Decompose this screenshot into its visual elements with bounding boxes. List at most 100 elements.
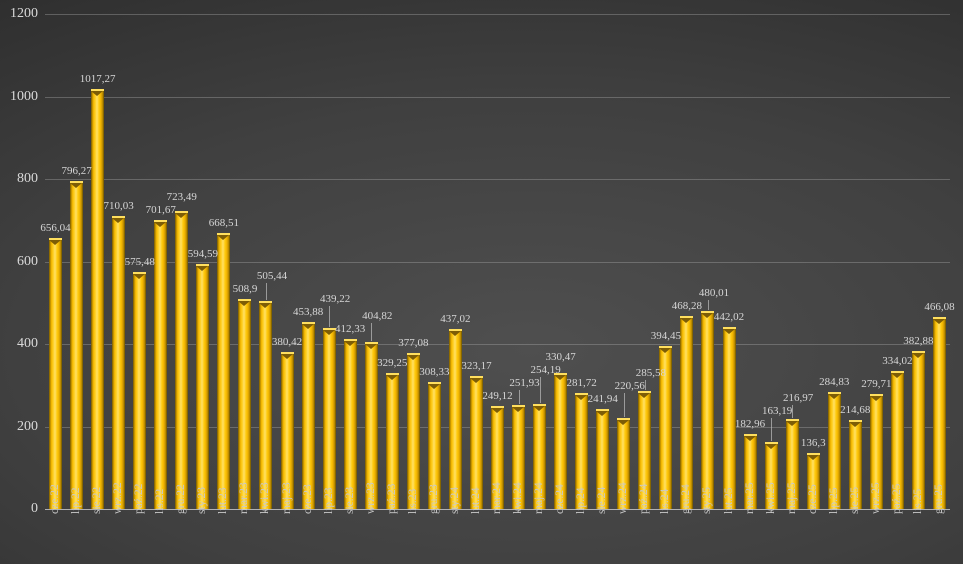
bar [301, 321, 315, 509]
gridline [45, 179, 950, 180]
bar-value-label: 182,96 [734, 417, 766, 430]
bar [175, 210, 189, 509]
bar-value-label: 466,08 [924, 300, 955, 313]
bar [49, 238, 63, 509]
bar [575, 392, 589, 509]
bar [406, 353, 420, 509]
bar [491, 406, 504, 509]
bar-value-label: 701,67 [145, 203, 176, 216]
bar [533, 404, 547, 509]
bar [890, 371, 904, 509]
bar [932, 316, 946, 509]
bar [259, 300, 273, 509]
bar-value-label: 394,45 [650, 330, 681, 343]
bar-value-label: 505,44 [256, 270, 288, 283]
bar [322, 327, 336, 509]
bar [848, 420, 862, 509]
bar [238, 299, 252, 509]
bar-value-label: 279,71 [861, 377, 892, 390]
leader-line [518, 390, 520, 405]
y-axis-label: 1000 [10, 88, 38, 104]
bar [217, 233, 231, 509]
bar-value-label: 439,22 [320, 292, 351, 305]
bar [280, 352, 294, 509]
bar [469, 375, 483, 509]
bar [596, 409, 610, 509]
bar-value-label: 796,27 [61, 164, 92, 177]
bar [385, 373, 399, 509]
y-axis-label: 200 [17, 418, 38, 434]
bar [806, 452, 820, 509]
bar [722, 326, 736, 509]
bar-value-label: 323,17 [461, 359, 492, 372]
leader-line [371, 322, 373, 341]
bar-value-label: 453,88 [292, 305, 324, 318]
leader-line [707, 299, 709, 310]
bar [911, 351, 925, 509]
bar-value-label: 508,9 [232, 283, 258, 296]
y-axis-label: 600 [17, 253, 38, 269]
bar [133, 271, 147, 509]
bar-value-label: 249,12 [482, 390, 513, 403]
y-axis-label: 400 [17, 336, 38, 351]
gridline [45, 96, 950, 98]
bar [512, 405, 526, 509]
bar [112, 216, 126, 509]
bar-value-label: 723,49 [166, 190, 197, 203]
gridline [45, 261, 950, 263]
bar-value-label: 377,08 [398, 337, 429, 350]
bar [70, 180, 84, 509]
bar [448, 328, 462, 509]
bar-value-label: 136,3 [800, 436, 826, 449]
bar [680, 315, 694, 509]
bar-value-label: 214,68 [840, 404, 871, 417]
bar [827, 391, 841, 509]
bar-value-label: 1017,27 [79, 73, 116, 86]
bar-value-label: 163,19 [761, 404, 793, 417]
gridline [45, 14, 950, 15]
leader-line [539, 377, 541, 404]
bar [617, 418, 631, 509]
bar [364, 342, 378, 509]
bar-value-label: 330,47 [545, 351, 576, 364]
bar-value-label: 668,51 [208, 217, 240, 230]
bar-value-label: 437,02 [440, 312, 471, 325]
bar-value-label: 468,28 [671, 299, 703, 312]
bar [869, 393, 883, 509]
leader-line [792, 404, 794, 419]
bar-value-label: 575,48 [124, 255, 155, 268]
bar-value-label: 284,83 [819, 375, 850, 388]
bar-value-label: 329,25 [377, 357, 408, 370]
bar-value-label: 710,03 [103, 200, 134, 213]
x-axis-line [45, 509, 950, 510]
leader-line [623, 393, 625, 417]
bar-value-label: 656,04 [40, 222, 71, 235]
y-axis-label: 0 [31, 501, 38, 516]
leader-line [329, 305, 331, 327]
bar [427, 381, 441, 509]
bar [764, 441, 778, 509]
bar-value-label: 442,02 [713, 310, 745, 323]
leader-line [644, 380, 646, 391]
bar-value-label: 251,93 [509, 377, 540, 390]
bar [638, 391, 652, 509]
bar-value-label: 404,82 [362, 309, 393, 322]
bar [554, 372, 568, 509]
gridline [45, 344, 950, 345]
bar [154, 219, 168, 509]
bar-value-label: 285,58 [635, 367, 666, 380]
leader-line [265, 283, 267, 300]
bar-value-label: 308,33 [419, 365, 450, 378]
bar-value-label: 281,72 [566, 376, 597, 389]
bar [196, 263, 210, 509]
bar-value-label: 382,88 [903, 335, 934, 348]
bar-value-label: 216,97 [783, 391, 814, 404]
bar [701, 310, 715, 509]
bar [743, 433, 757, 509]
bar-value-label: 594,59 [187, 247, 218, 260]
y-axis-label: 1200 [10, 6, 38, 21]
bar [343, 338, 357, 509]
bar-value-label: 254,19 [530, 364, 561, 377]
bar-value-label: 334,02 [882, 355, 913, 368]
